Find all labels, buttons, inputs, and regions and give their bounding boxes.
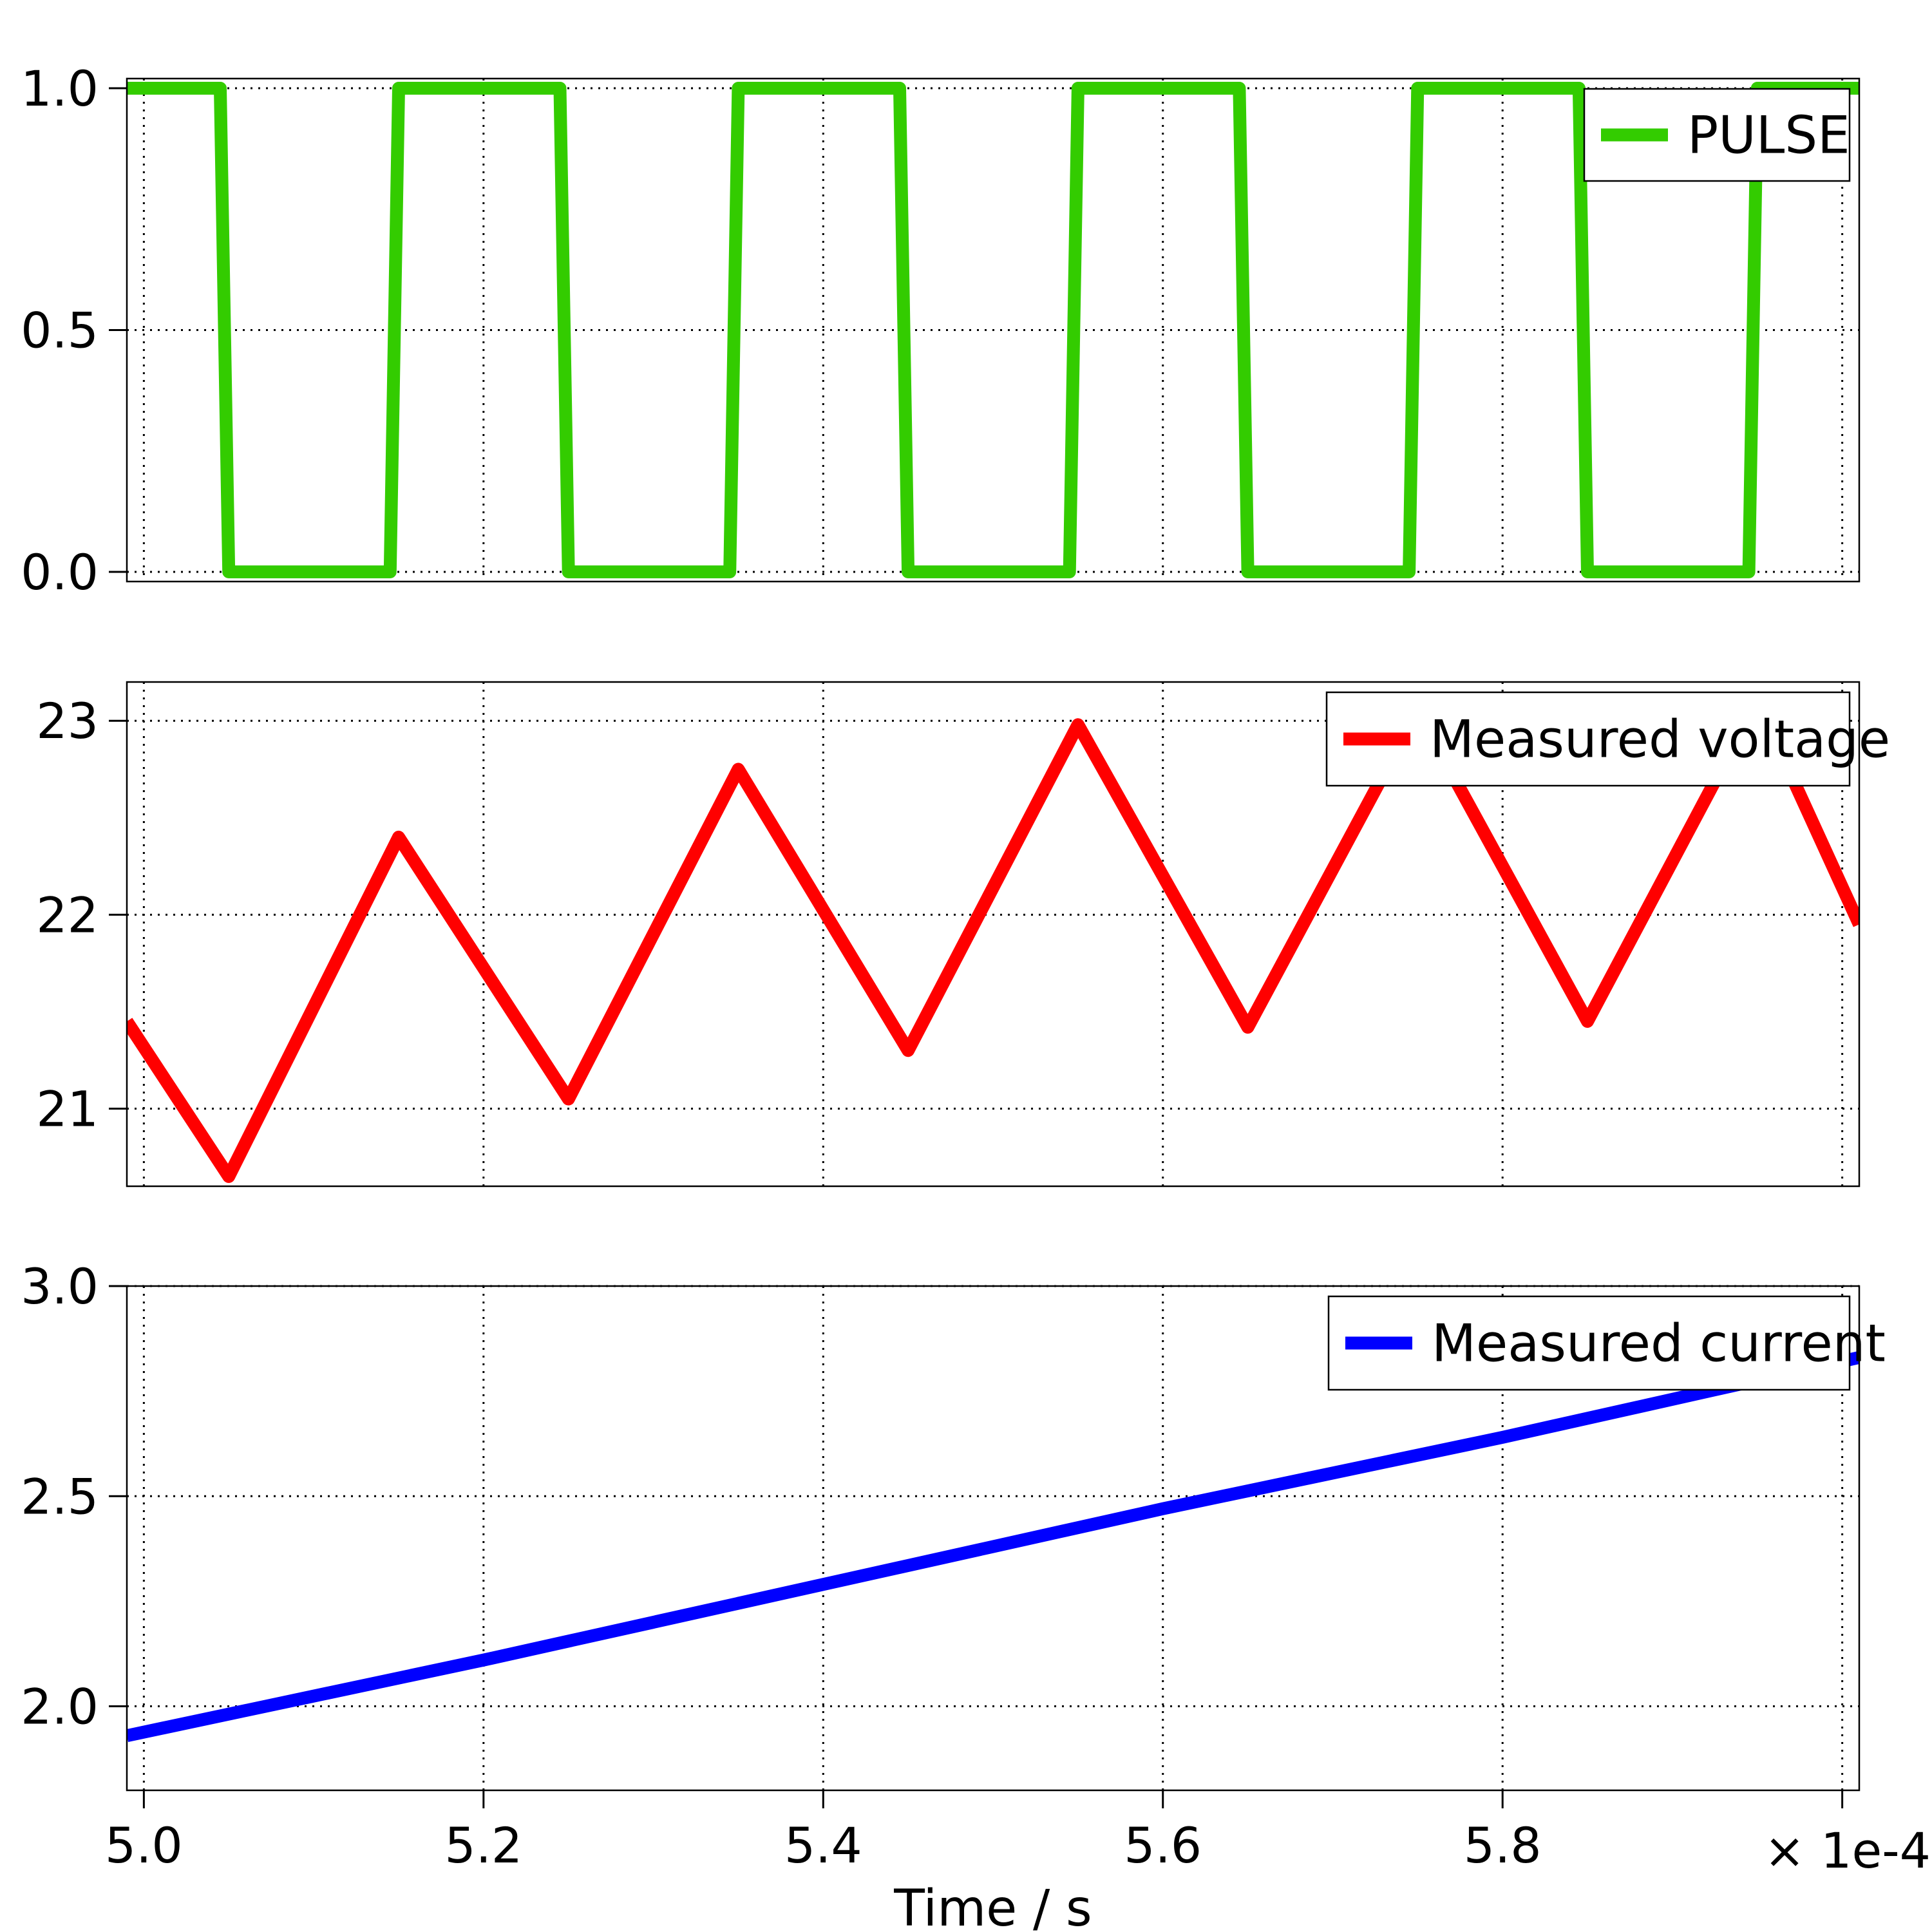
x-offset-label: × 1e-4: [1764, 1822, 1931, 1879]
legend-label: Measured voltage: [1430, 710, 1890, 770]
plot-frame: [126, 1285, 1861, 1792]
y-tick-label: 1.0: [21, 60, 99, 117]
series-line-pulse: [127, 82, 1859, 578]
y-tick-label: 3.0: [21, 1258, 99, 1315]
series-layer: [127, 82, 1859, 578]
x-tick-label: 5.2: [444, 1817, 522, 1874]
y-ticks: 0.0 0.5 1.0: [21, 60, 127, 601]
grid-lines: [127, 682, 1859, 1186]
series-layer: [127, 1351, 1859, 1742]
series-line-measured-voltage: [127, 695, 1859, 1183]
y-tick-label: 22: [36, 886, 99, 943]
legend-box: [1327, 1295, 1851, 1391]
series-layer: [127, 695, 1859, 1183]
y-ticks: 2.0 2.5 3.0: [21, 1258, 127, 1736]
legend: PULSE: [1583, 88, 1851, 182]
legend-label: Measured current: [1432, 1314, 1886, 1374]
x-tick-label: 5.0: [105, 1817, 183, 1874]
y-tick-label: 2.0: [21, 1678, 99, 1736]
legend: Measured voltage: [1325, 691, 1890, 787]
plot-frame: [126, 681, 1861, 1188]
series-line-measured-current: [127, 1351, 1859, 1742]
x-ticks: 5.0 5.2 5.4 5.6 5.8: [105, 1790, 1844, 1874]
legend-label: PULSE: [1687, 106, 1850, 166]
y-ticks: 21 22 23: [36, 692, 127, 1138]
y-tick-label: 0.5: [21, 302, 99, 359]
x-tick-label: 5.8: [1464, 1817, 1542, 1874]
x-tick-label: 5.6: [1124, 1817, 1202, 1874]
legend-box: [1325, 691, 1851, 787]
pulse-panel: 0.0 0.5 1.0 PULSE: [21, 60, 1861, 601]
y-tick-label: 2.5: [21, 1468, 99, 1525]
y-tick-label: 23: [36, 692, 99, 750]
voltage-panel: 21 22 23 Measured voltage: [36, 681, 1890, 1188]
y-tick-label: 0.0: [21, 544, 99, 601]
legend: Measured current: [1327, 1295, 1886, 1391]
current-panel: 2.02.53.0 Measured current 5.0 5.2 5.4 5.6 5…: [21, 1258, 1886, 1874]
y-tick-label: 21: [36, 1081, 99, 1138]
x-tick-label: 5.4: [784, 1817, 862, 1874]
x-axis-label: Time / s: [893, 1880, 1092, 1932]
